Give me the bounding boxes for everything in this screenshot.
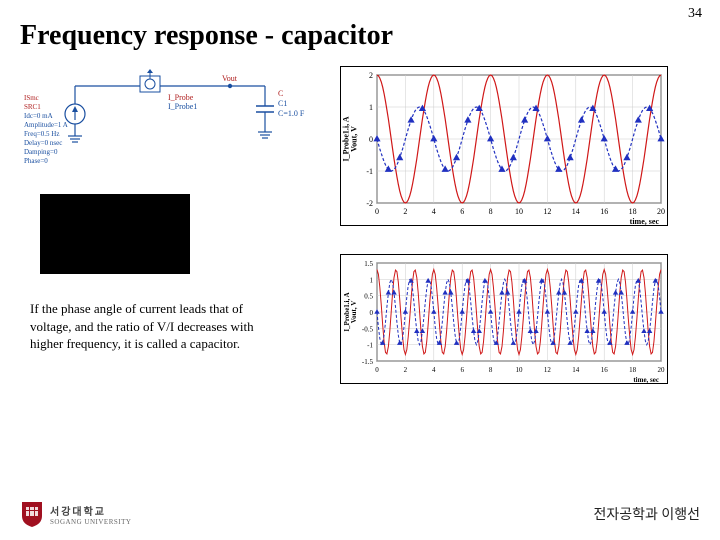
svg-text:C=1.0 F: C=1.0 F bbox=[278, 109, 305, 118]
svg-text:time, sec: time, sec bbox=[630, 217, 660, 226]
svg-text:0: 0 bbox=[375, 366, 379, 374]
chart-top: 02468101214161820-2-1012time, secI_Probe… bbox=[340, 66, 668, 226]
svg-text:4: 4 bbox=[432, 366, 436, 374]
svg-text:10: 10 bbox=[516, 366, 524, 374]
svg-text:Phase=0: Phase=0 bbox=[24, 157, 48, 165]
content-area: I_ProbeI_Probe1 Vout CC1C=1.0 F ISmcSRC1Idc… bbox=[20, 66, 700, 384]
circuit-diagram: I_ProbeI_Probe1 Vout CC1C=1.0 F ISmcSRC1Idc… bbox=[20, 66, 320, 176]
svg-text:Idc=0 mA: Idc=0 mA bbox=[24, 112, 53, 120]
svg-text:I_Probe1: I_Probe1 bbox=[168, 102, 197, 111]
svg-text:ISmc: ISmc bbox=[24, 94, 39, 102]
page-number: 34 bbox=[688, 6, 702, 22]
chart-bottom: 0 2 4 6 8 10 12 14 16 18 20 -1.5 -1 -0.5 0 0.5 1 1.5 time,… bbox=[340, 254, 668, 384]
left-column: I_ProbeI_Probe1 Vout CC1C=1.0 F ISmcSRC1Idc… bbox=[20, 66, 320, 384]
svg-text:0.5: 0.5 bbox=[364, 293, 373, 301]
svg-text:8: 8 bbox=[489, 207, 493, 216]
svg-text:-1.5: -1.5 bbox=[362, 358, 374, 366]
svg-text:0: 0 bbox=[375, 207, 379, 216]
svg-text:2: 2 bbox=[369, 71, 373, 80]
svg-text:18: 18 bbox=[629, 366, 637, 374]
description-text: If the phase angle of current leads that… bbox=[30, 300, 280, 353]
svg-text:I_Probe1.i, AVout, V: I_Probe1.i, AVout, V bbox=[342, 116, 359, 161]
svg-text:16: 16 bbox=[600, 207, 608, 216]
logo-shield-icon bbox=[20, 500, 44, 528]
logo: 서강대학교 SOGANG UNIVERSITY bbox=[20, 500, 131, 528]
svg-text:I_Probe: I_Probe bbox=[168, 93, 194, 102]
svg-text:-1: -1 bbox=[366, 167, 373, 176]
svg-text:18: 18 bbox=[629, 207, 637, 216]
svg-text:C1: C1 bbox=[278, 99, 287, 108]
svg-text:2: 2 bbox=[404, 366, 408, 374]
svg-text:-0.5: -0.5 bbox=[362, 325, 374, 333]
svg-text:Freq=0.5 Hz: Freq=0.5 Hz bbox=[24, 130, 59, 138]
svg-text:20: 20 bbox=[657, 207, 665, 216]
right-column: 02468101214161820-2-1012time, secI_Probe… bbox=[340, 66, 668, 384]
svg-text:time, sec: time, sec bbox=[633, 376, 659, 384]
svg-text:12: 12 bbox=[543, 207, 551, 216]
svg-text:12: 12 bbox=[544, 366, 552, 374]
footer: 서강대학교 SOGANG UNIVERSITY 전자공학과 이행선 bbox=[0, 500, 720, 528]
svg-text:Delay=0 nsec: Delay=0 nsec bbox=[24, 139, 62, 147]
svg-text:SRC1: SRC1 bbox=[24, 103, 41, 111]
svg-text:-2: -2 bbox=[366, 199, 373, 208]
svg-text:0: 0 bbox=[369, 135, 373, 144]
svg-text:0: 0 bbox=[370, 309, 374, 317]
svg-text:-1: -1 bbox=[367, 342, 373, 350]
logo-main-text: 서강대학교 bbox=[50, 503, 131, 518]
svg-text:1: 1 bbox=[369, 103, 373, 112]
page-title: Frequency response - capacitor bbox=[20, 20, 700, 52]
equation-box bbox=[40, 194, 190, 274]
svg-text:16: 16 bbox=[601, 366, 609, 374]
svg-text:10: 10 bbox=[515, 207, 523, 216]
svg-text:2: 2 bbox=[403, 207, 407, 216]
logo-sub-text: SOGANG UNIVERSITY bbox=[50, 518, 131, 526]
svg-text:I_Probe1.i, AVout, V: I_Probe1.i, AVout, V bbox=[343, 292, 358, 331]
svg-text:6: 6 bbox=[460, 366, 464, 374]
svg-text:20: 20 bbox=[658, 366, 666, 374]
svg-text:C: C bbox=[278, 89, 283, 98]
svg-text:Vout: Vout bbox=[222, 74, 238, 83]
svg-text:Amplitude=1 A: Amplitude=1 A bbox=[24, 121, 68, 129]
svg-text:Damping=0: Damping=0 bbox=[24, 148, 58, 156]
svg-text:14: 14 bbox=[572, 207, 580, 216]
footer-right-text: 전자공학과 이행선 bbox=[593, 504, 700, 524]
svg-text:1: 1 bbox=[370, 276, 374, 284]
svg-text:14: 14 bbox=[572, 366, 580, 374]
svg-text:1.5: 1.5 bbox=[364, 260, 373, 268]
svg-text:6: 6 bbox=[460, 207, 464, 216]
logo-text: 서강대학교 SOGANG UNIVERSITY bbox=[50, 503, 131, 526]
svg-text:4: 4 bbox=[432, 207, 436, 216]
svg-text:8: 8 bbox=[489, 366, 493, 374]
